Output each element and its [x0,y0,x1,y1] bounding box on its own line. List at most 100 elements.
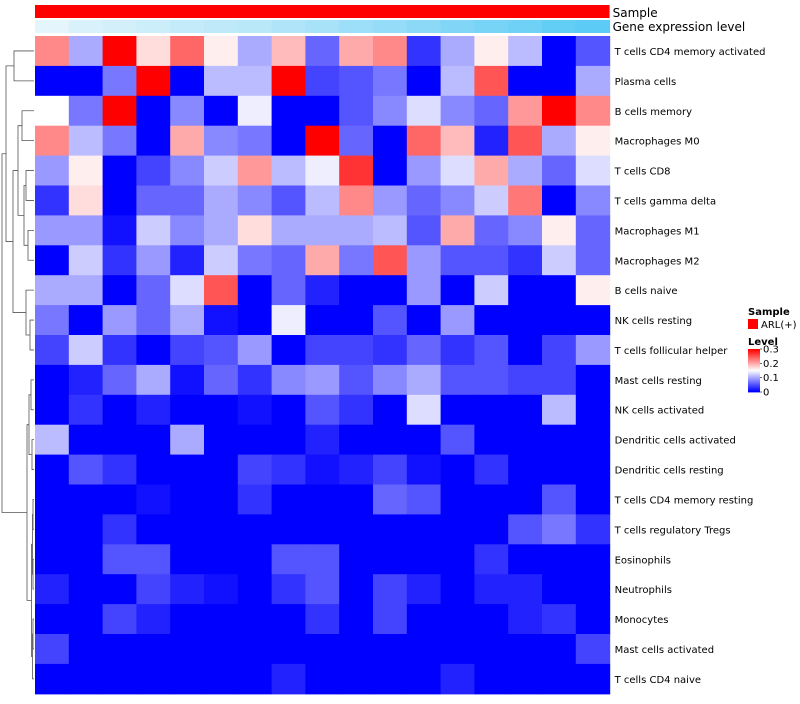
heatmap-cell [68,155,104,187]
heatmap-cell [440,185,475,216]
heatmap-cell [35,484,70,515]
colorbar-step [748,370,760,372]
heatmap-cell [575,95,611,127]
heatmap-cell [271,95,306,127]
heatmap-cell [68,484,104,515]
heatmap-cell [102,335,137,366]
heatmap-cell [136,155,171,187]
gene-expression-cell [406,20,442,33]
heatmap-cell [508,454,543,486]
gene-expression-cell [373,20,408,33]
heatmap-cell [170,335,205,366]
heatmap-cell [305,364,340,396]
heatmap-cell [440,544,475,575]
heatmap-cell [406,394,442,426]
colorbar-step [748,364,760,366]
heatmap-cell [508,394,543,426]
heatmap-cell [204,95,239,127]
heatmap-cell [35,364,70,396]
heatmap-cell [508,65,543,97]
heatmap-cell [406,275,442,306]
heatmap-cell [542,574,577,605]
heatmap-cell [102,36,137,67]
row-label: T cells regulatory Tregs [614,525,731,536]
heatmap-cell [170,634,205,665]
colorbar-step [748,371,760,374]
heatmap-cell [68,245,104,276]
colorbar-step [748,356,760,358]
heatmap-cell [170,544,205,575]
heatmap-cell [102,305,137,336]
colorbar-step [748,369,760,371]
heatmap-cell [271,454,306,486]
heatmap-cell [575,484,611,515]
heatmap-cell [35,544,70,575]
heatmap-cell [170,125,205,157]
legend-sample-swatch [748,319,758,329]
heatmap-cell [102,95,137,127]
row-label: B cells naive [615,286,678,297]
heatmap-cell [339,335,374,366]
heatmap-cell [271,155,306,187]
heatmap-cell [237,335,273,366]
heatmap-cell [204,215,239,246]
row-label: Eosinophils [615,555,671,566]
heatmap-cell [170,663,205,695]
gene-expression-cell [474,20,509,33]
heatmap-cell [339,36,374,67]
heatmap-cell [542,275,577,306]
heatmap-cell [136,484,171,515]
heatmap-cell [373,245,408,276]
heatmap-cell [305,335,340,366]
heatmap-cell [170,95,205,127]
heatmap-cell [136,305,171,336]
heatmap-cell [102,275,137,306]
heatmap-cell [542,424,577,456]
heatmap-cell [35,215,70,246]
heatmap-cell [440,663,475,695]
heatmap-cell [406,574,442,605]
colorbar-step [748,352,760,354]
heatmap-cell [339,245,374,276]
heatmap-cell [35,335,70,366]
row-label: Macrophages M2 [615,256,700,267]
heatmap-cell [271,544,306,575]
row-label: Plasma cells [615,77,677,88]
heatmap-cell [406,604,442,635]
heatmap-cell [373,454,408,486]
heatmap-cell [542,335,577,366]
heatmap-cell [102,424,137,456]
heatmap-cell [508,95,543,127]
heatmap-cell [237,634,273,665]
heatmap-cell [170,245,205,276]
heatmap-cell [305,394,340,426]
row-label: Macrophages M0 [615,137,700,148]
dendrogram-branch [17,125,24,216]
heatmap-cell [406,663,442,695]
heatmap-cell [575,215,611,246]
heatmap-cell [204,335,239,366]
heatmap-cell [508,663,543,695]
colorbar-step [748,353,760,355]
heatmap-cell [542,514,577,545]
heatmap-cell [136,245,171,276]
heatmap-cell [373,215,408,246]
heatmap-cell [102,663,137,695]
heatmap-cell [35,604,70,635]
heatmap-cell [575,394,611,426]
heatmap-cell [237,454,273,486]
heatmap-cell [406,36,442,67]
heatmap-cell [508,335,543,366]
heatmap-cell [68,454,104,486]
colorbar-step [748,376,760,379]
heatmap-cell [305,514,340,545]
heatmap-cell [204,394,239,426]
heatmap-cell [271,275,306,306]
row-label: Dendritic cells activated [615,436,736,447]
colorbar-step [748,362,760,365]
heatmap-cell [373,36,408,67]
colorbar-tick-label: 0.1 [763,373,779,384]
row-label: B cells memory [615,107,692,118]
dendrogram-branch [28,394,32,455]
heatmap-cell [136,454,171,486]
